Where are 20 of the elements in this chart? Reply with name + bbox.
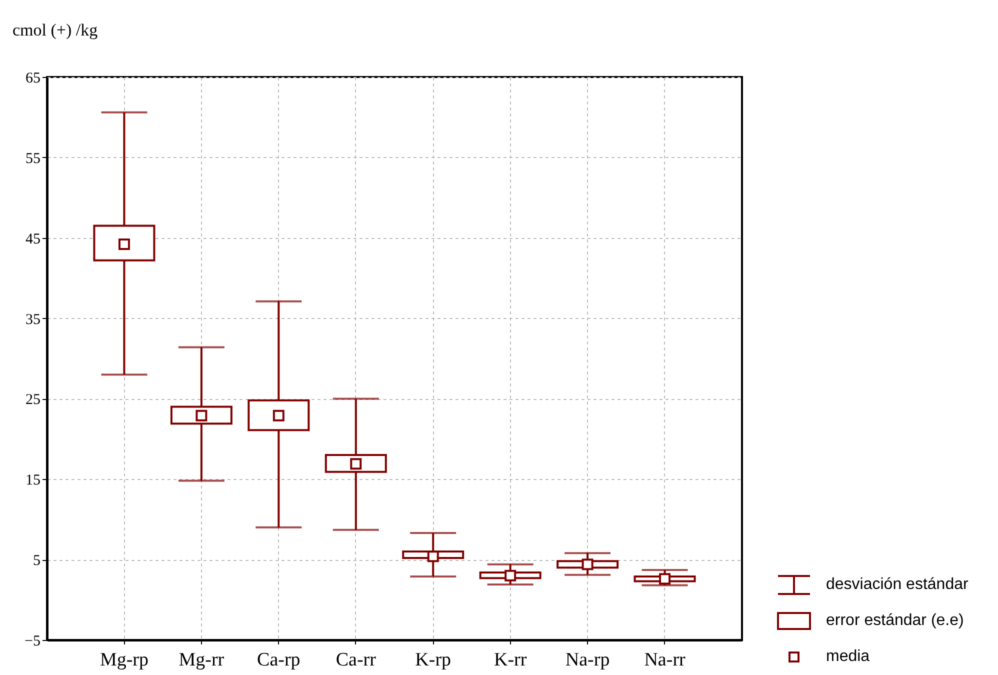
y-tick-label: 45 [26,231,40,248]
y-tick-label: −5 [24,634,40,650]
x-tick-label: Mg-rp [100,650,149,670]
x-tick-label: Ca-rp [257,650,300,670]
y-axis-title: cmol (+) /kg [12,20,98,40]
x-tick-label: K-rp [415,650,452,670]
x-tick-label: Na-rr [644,650,686,670]
text: desviación estándar [826,576,968,594]
text: media [826,648,870,666]
x-tick-label: Ca-rr [336,650,377,670]
y-tick-label: 15 [26,472,40,489]
x-tick-label: Na-rp [565,650,610,670]
y-tick-label: 35 [26,312,40,328]
y-tick-label: 5 [33,553,40,570]
x-tick-label: K-rr [494,650,528,670]
y-tick-label: 25 [26,392,40,408]
text: error estándar (e.e) [826,612,964,630]
y-tick-label: 65 [26,70,40,86]
y-tick-label: 55 [26,150,40,167]
x-tick-label: Mg-rr [178,650,225,670]
